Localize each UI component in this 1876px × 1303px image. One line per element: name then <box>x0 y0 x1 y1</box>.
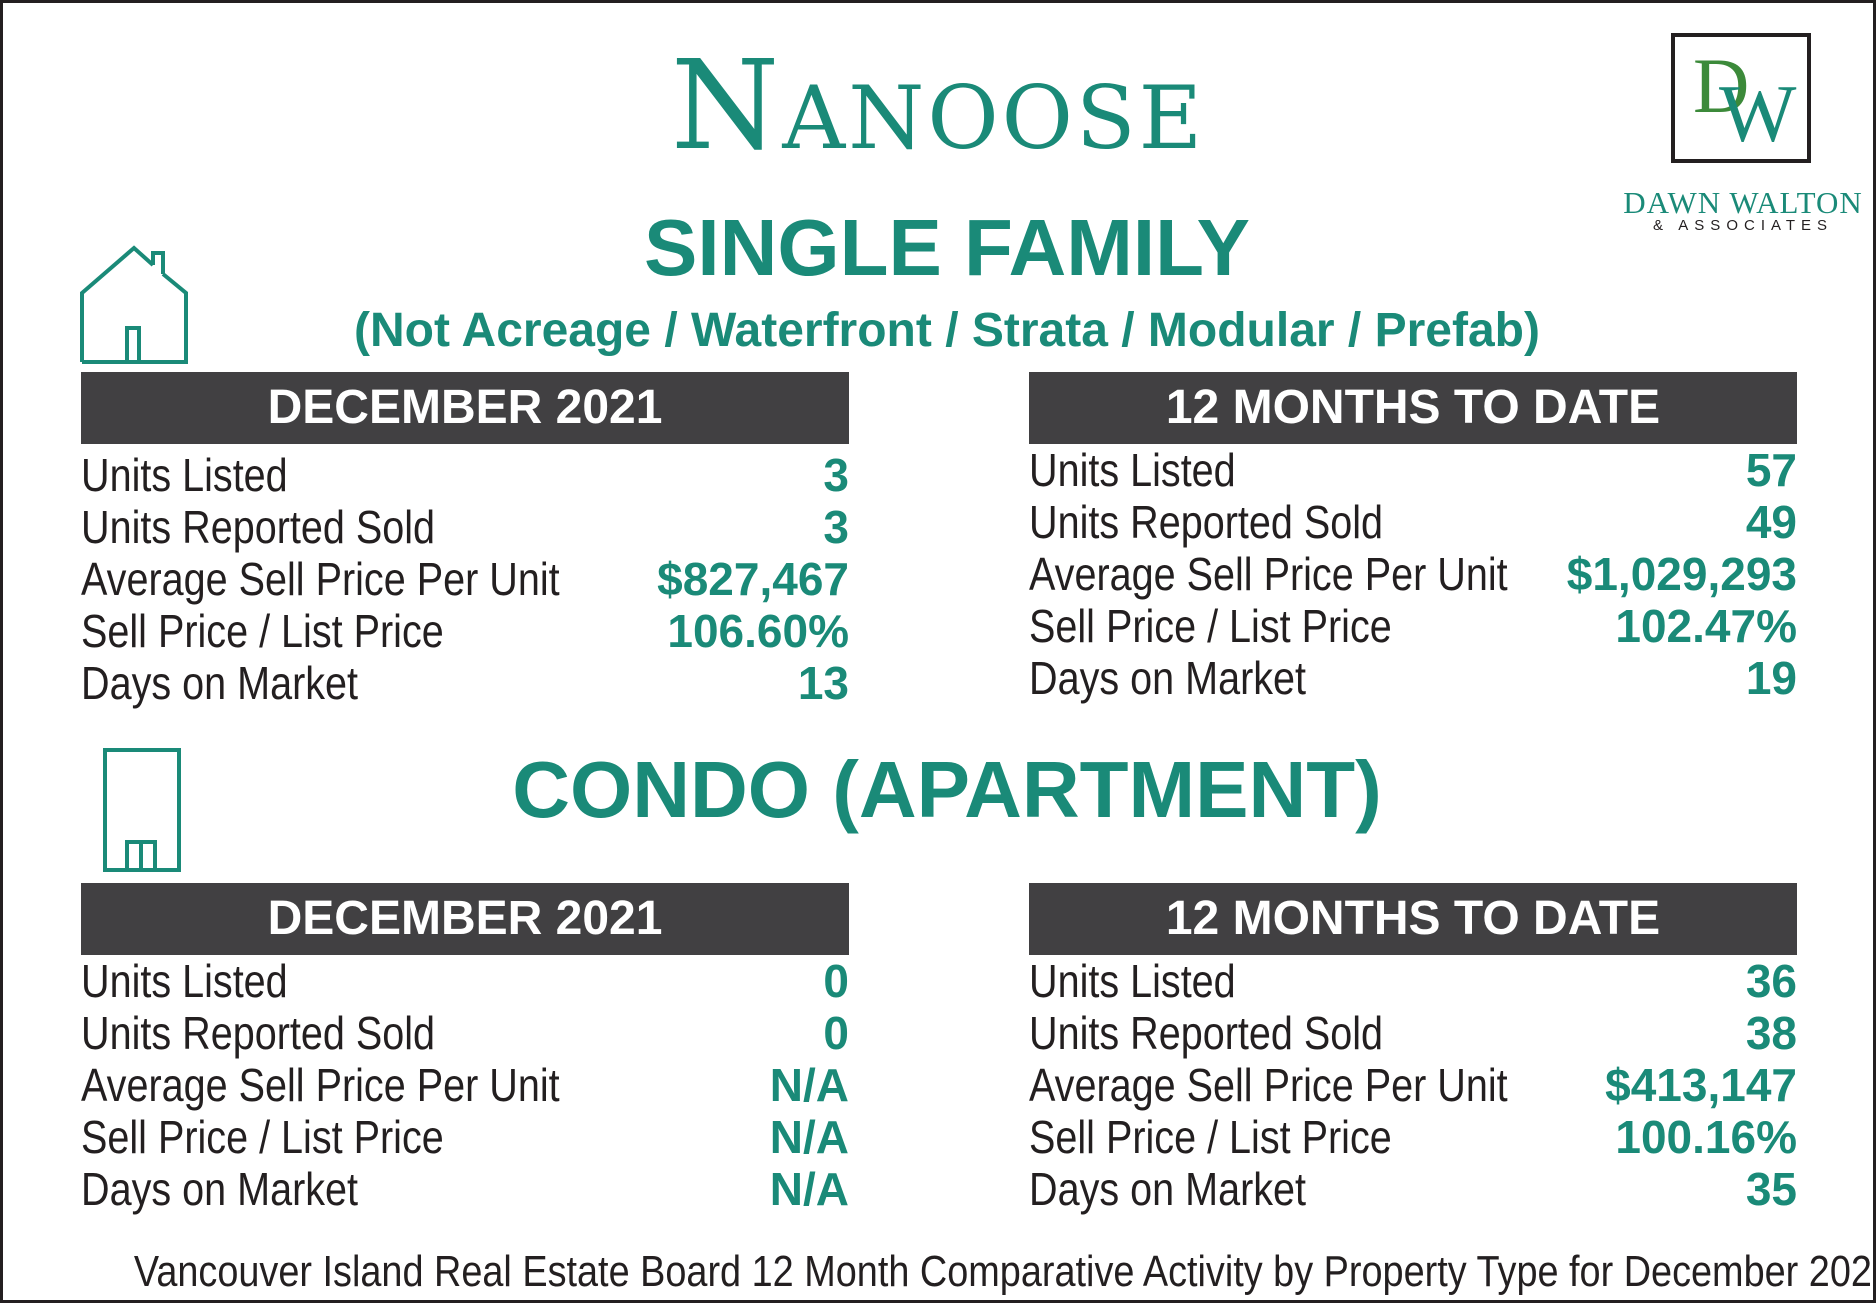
stat-value: 19 <box>1745 652 1797 704</box>
stat-row-average-price: Average Sell Price Per Unit $1,029,293 <box>1029 548 1797 600</box>
single-family-ytd-panel: 12 MONTHS TO DATE Units Listed 57 Units … <box>1029 372 1797 704</box>
stat-label: Units Reported Sold <box>81 501 436 553</box>
stat-label: Average Sell Price Per Unit <box>1029 1059 1508 1111</box>
stat-label: Sell Price / List Price <box>81 605 444 657</box>
page-title: Nanoose <box>670 34 1206 178</box>
stat-value: $827,467 <box>657 553 849 605</box>
stat-label: Average Sell Price Per Unit <box>81 1059 560 1111</box>
stat-label: Units Listed <box>1029 444 1236 496</box>
stat-row-sell-list-ratio: Sell Price / List Price 102.47% <box>1029 600 1797 652</box>
condo-ytd-panel: 12 MONTHS TO DATE Units Listed 36 Units … <box>1029 883 1797 1215</box>
stat-label: Days on Market <box>1029 652 1307 704</box>
stat-row-units-listed: Units Listed 36 <box>1029 955 1797 1007</box>
logo-tagline: & ASSOCIATES <box>1652 217 1834 234</box>
stat-row-days-on-market: Days on Market 35 <box>1029 1163 1797 1215</box>
source-footer: Vancouver Island Real Estate Board 12 Mo… <box>133 1247 1876 1296</box>
stat-value: $413,147 <box>1605 1059 1797 1111</box>
stat-label: Days on Market <box>1029 1163 1307 1215</box>
stat-row-sell-list-ratio: Sell Price / List Price 100.16% <box>1029 1111 1797 1163</box>
condo-heading: CONDO (APARTMENT) <box>512 745 1382 834</box>
stat-label: Units Reported Sold <box>81 1007 436 1059</box>
stat-value: N/A <box>769 1111 849 1163</box>
panel-header: 12 MONTHS TO DATE <box>1029 883 1797 955</box>
stat-value: 57 <box>1745 444 1797 496</box>
logo-name: DAWN WALTON <box>1623 185 1863 220</box>
stat-row-average-price: Average Sell Price Per Unit $413,147 <box>1029 1059 1797 1111</box>
stat-value: 100.16% <box>1615 1111 1797 1163</box>
stat-row-units-listed: Units Listed 0 <box>81 955 849 1007</box>
single-family-heading: SINGLE FAMILY <box>643 203 1250 292</box>
building-icon <box>103 748 181 872</box>
stat-label: Units Listed <box>81 449 288 501</box>
stat-value: 3 <box>823 501 849 553</box>
stat-label: Days on Market <box>81 657 359 709</box>
stat-label: Days on Market <box>81 1163 359 1215</box>
stat-row-days-on-market: Days on Market 13 <box>81 657 849 709</box>
logo-letter-d: D <box>1693 42 1750 129</box>
house-icon <box>80 245 188 364</box>
stat-value: 38 <box>1745 1007 1797 1059</box>
stat-label: Units Reported Sold <box>1029 1007 1384 1059</box>
single-family-subheading: (Not Acreage / Waterfront / Strata / Mod… <box>354 304 1540 357</box>
logo-letter-w: W <box>1719 68 1797 159</box>
company-logo: D W DAWN WALTON & ASSOCIATES <box>1623 33 1873 234</box>
stat-row-units-sold: Units Reported Sold 3 <box>81 501 849 553</box>
stat-value: 49 <box>1745 496 1797 548</box>
stat-row-sell-list-ratio: Sell Price / List Price 106.60% <box>81 605 849 657</box>
stat-row-days-on-market: Days on Market N/A <box>81 1163 849 1215</box>
stat-label: Average Sell Price Per Unit <box>1029 548 1508 600</box>
stat-label: Units Reported Sold <box>1029 496 1384 548</box>
stat-value: N/A <box>769 1059 849 1111</box>
stat-label: Units Listed <box>81 955 288 1007</box>
panel-header: DECEMBER 2021 <box>81 883 849 955</box>
stat-value: N/A <box>769 1163 849 1215</box>
stat-row-units-sold: Units Reported Sold 0 <box>81 1007 849 1059</box>
stat-value: 3 <box>823 449 849 501</box>
stat-value: 102.47% <box>1615 600 1797 652</box>
stat-value: $1,029,293 <box>1566 548 1797 600</box>
stat-row-average-price: Average Sell Price Per Unit N/A <box>81 1059 849 1111</box>
stat-value: 106.60% <box>667 605 849 657</box>
stat-row-sell-list-ratio: Sell Price / List Price N/A <box>81 1111 849 1163</box>
stat-label: Average Sell Price Per Unit <box>81 553 560 605</box>
stat-value: 13 <box>797 657 849 709</box>
stat-value: 0 <box>823 1007 849 1059</box>
stat-row-units-listed: Units Listed 3 <box>81 449 849 501</box>
panel-header: DECEMBER 2021 <box>81 372 849 444</box>
stat-row-units-sold: Units Reported Sold 38 <box>1029 1007 1797 1059</box>
stat-label: Units Listed <box>1029 955 1236 1007</box>
stat-row-days-on-market: Days on Market 19 <box>1029 652 1797 704</box>
stat-row-average-price: Average Sell Price Per Unit $827,467 <box>81 553 849 605</box>
stat-row-units-listed: Units Listed 57 <box>1029 444 1797 496</box>
stat-value: 36 <box>1745 955 1797 1007</box>
stat-label: Sell Price / List Price <box>81 1111 444 1163</box>
stat-value: 0 <box>823 955 849 1007</box>
stat-value: 35 <box>1745 1163 1797 1215</box>
stat-label: Sell Price / List Price <box>1029 600 1392 652</box>
panel-header: 12 MONTHS TO DATE <box>1029 372 1797 444</box>
condo-month-panel: DECEMBER 2021 Units Listed 0 Units Repor… <box>81 883 849 1215</box>
stat-row-units-sold: Units Reported Sold 49 <box>1029 496 1797 548</box>
single-family-month-panel: DECEMBER 2021 Units Listed 3 Units Repor… <box>81 372 849 709</box>
stat-label: Sell Price / List Price <box>1029 1111 1392 1163</box>
logo-mark: D W <box>1671 33 1811 163</box>
